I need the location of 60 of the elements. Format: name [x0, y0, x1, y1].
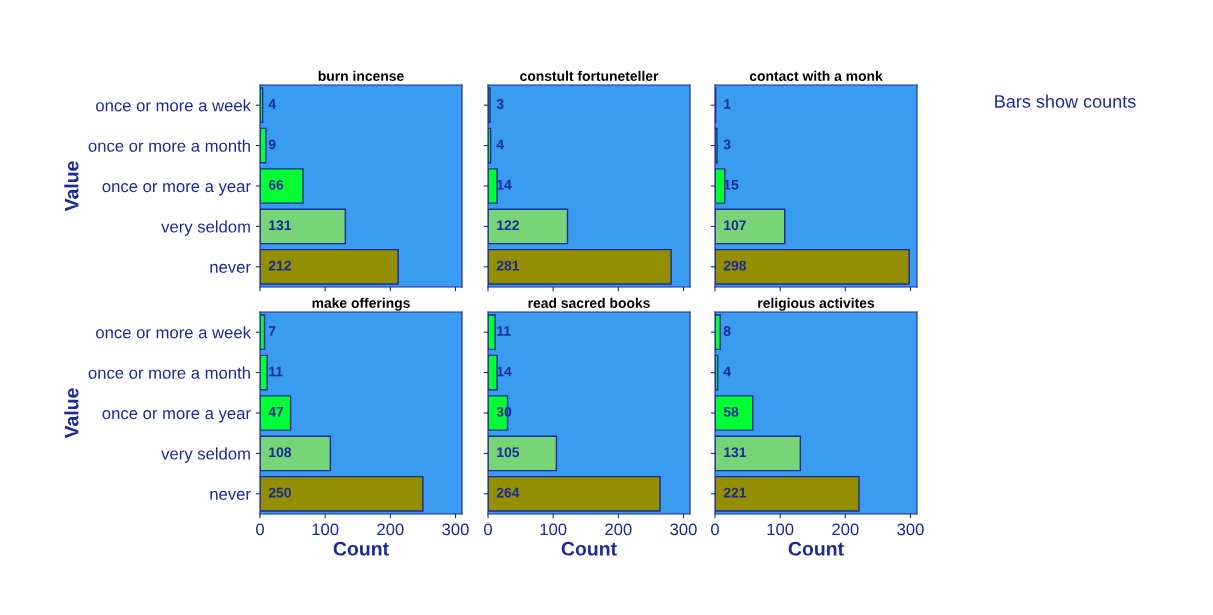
- x-tick-label: 300: [670, 523, 697, 536]
- x-axis-title: Count: [561, 541, 617, 556]
- text: Bars show counts: [995, 94, 1136, 108]
- y-axis-title: Value: [64, 388, 79, 439]
- data-label: 105: [497, 447, 520, 458]
- x-axis-title: Count: [788, 541, 844, 556]
- x-tick-label: 100: [312, 523, 339, 536]
- y-tick-label: once or more a year: [102, 183, 251, 196]
- x-tick-label: 0: [256, 523, 264, 536]
- data-label: 1: [724, 99, 731, 109]
- y-tick-label: very seldom: [161, 220, 250, 236]
- x-tick-label: 300: [897, 523, 924, 536]
- chart-title: contact with a monk: [749, 70, 883, 81]
- data-label: 4: [268, 99, 276, 109]
- data-label: 122: [497, 220, 519, 230]
- x-tick-label: 200: [605, 523, 632, 536]
- data-label: 264: [496, 487, 520, 498]
- data-label: 281: [496, 260, 520, 271]
- data-label: 8: [723, 326, 731, 336]
- x-tick-label: 100: [767, 523, 794, 536]
- x-tick-label: 100: [540, 523, 567, 536]
- data-label: 131: [724, 447, 747, 458]
- y-tick-label: very seldom: [161, 447, 250, 463]
- data-label: 11: [269, 366, 283, 377]
- data-label: 7: [268, 326, 276, 336]
- x-tick-label: 200: [377, 523, 404, 536]
- y-tick-label: never: [210, 263, 251, 273]
- y-tick-label: once or more a month: [88, 139, 250, 152]
- data-label: 58: [723, 406, 739, 417]
- y-tick-label: once or more a week: [96, 99, 252, 112]
- data-label: 3: [496, 99, 504, 109]
- data-label: 108: [269, 447, 292, 458]
- chart-title: make offerings: [312, 297, 410, 311]
- data-label: 4: [496, 139, 504, 150]
- data-label: 3: [723, 139, 731, 150]
- data-label: 9: [268, 139, 276, 150]
- data-label: 47: [268, 407, 284, 417]
- data-label: 221: [723, 487, 747, 498]
- y-tick-label: once or more a month: [88, 366, 250, 379]
- data-label: 11: [497, 326, 511, 336]
- x-tick-label: 0: [711, 523, 719, 536]
- chart-title: constult fortuneteller: [520, 70, 659, 81]
- data-label: 250: [268, 487, 291, 498]
- y-tick-label: never: [210, 490, 251, 500]
- chart-title: religious activites: [758, 297, 875, 311]
- y-tick-label: once or more a week: [96, 326, 252, 339]
- data-label: 107: [724, 220, 746, 231]
- x-tick-label: 200: [832, 523, 859, 536]
- y-tick-label: once or more a year: [102, 410, 251, 423]
- data-label: 66: [268, 179, 284, 190]
- data-label: 131: [269, 220, 292, 231]
- chart-title: read sacred books: [528, 297, 650, 308]
- x-tick-label: 300: [442, 523, 469, 536]
- data-label: 4: [723, 366, 731, 377]
- data-label: 298: [723, 260, 747, 271]
- chart-title: burn incense: [318, 70, 404, 81]
- x-tick-label: 0: [484, 523, 492, 536]
- x-axis-title: Count: [333, 541, 389, 556]
- data-label: 212: [268, 260, 291, 271]
- y-axis-title: Value: [64, 161, 79, 212]
